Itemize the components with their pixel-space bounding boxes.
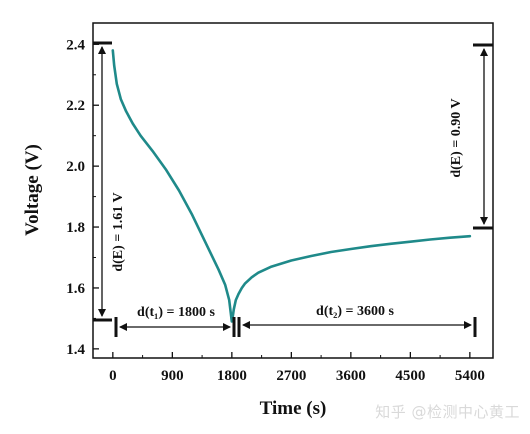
x-tick-label: 3600 [336,368,366,384]
dE-left-label: d(E) = 1.61 V [111,192,126,271]
series-group [111,49,472,323]
dE-right-label: d(E) = 0.90 V [449,98,464,177]
y-tick-label: 1.8 [66,220,85,236]
x-tick-label: 1800 [217,368,247,384]
dt2-label: d(t₂) = 3600 s [316,304,394,319]
axis-ticks: 0 900 1800 2700 3600 4500 5400 1.4 1.6 1.8 2.0 2.2 2… [66,37,485,384]
y-tick-label: 1.6 [66,281,85,297]
series-line [111,49,472,323]
dt1-label: d(t₁) = 1800 s [137,305,215,320]
x-tick-label: 5400 [455,368,485,384]
y-axis-title: Voltage (V) [22,144,43,236]
y-tick-label: 2.0 [66,159,85,175]
x-tick-label: 900 [161,368,184,384]
y-tick-label: 2.2 [66,98,85,114]
dt1-label-bg [126,303,228,321]
y-tick-label: 1.4 [66,342,85,358]
x-axis-title: Time (s) [260,398,327,419]
plot-frame [92,22,494,359]
x-tick-label: 4500 [395,368,425,384]
watermark-text: 知乎 @检测中心黄工 [375,403,520,421]
x-tick-label: 0 [109,368,117,384]
y-tick-label: 2.4 [66,37,85,53]
x-tick-label: 2700 [276,368,306,384]
